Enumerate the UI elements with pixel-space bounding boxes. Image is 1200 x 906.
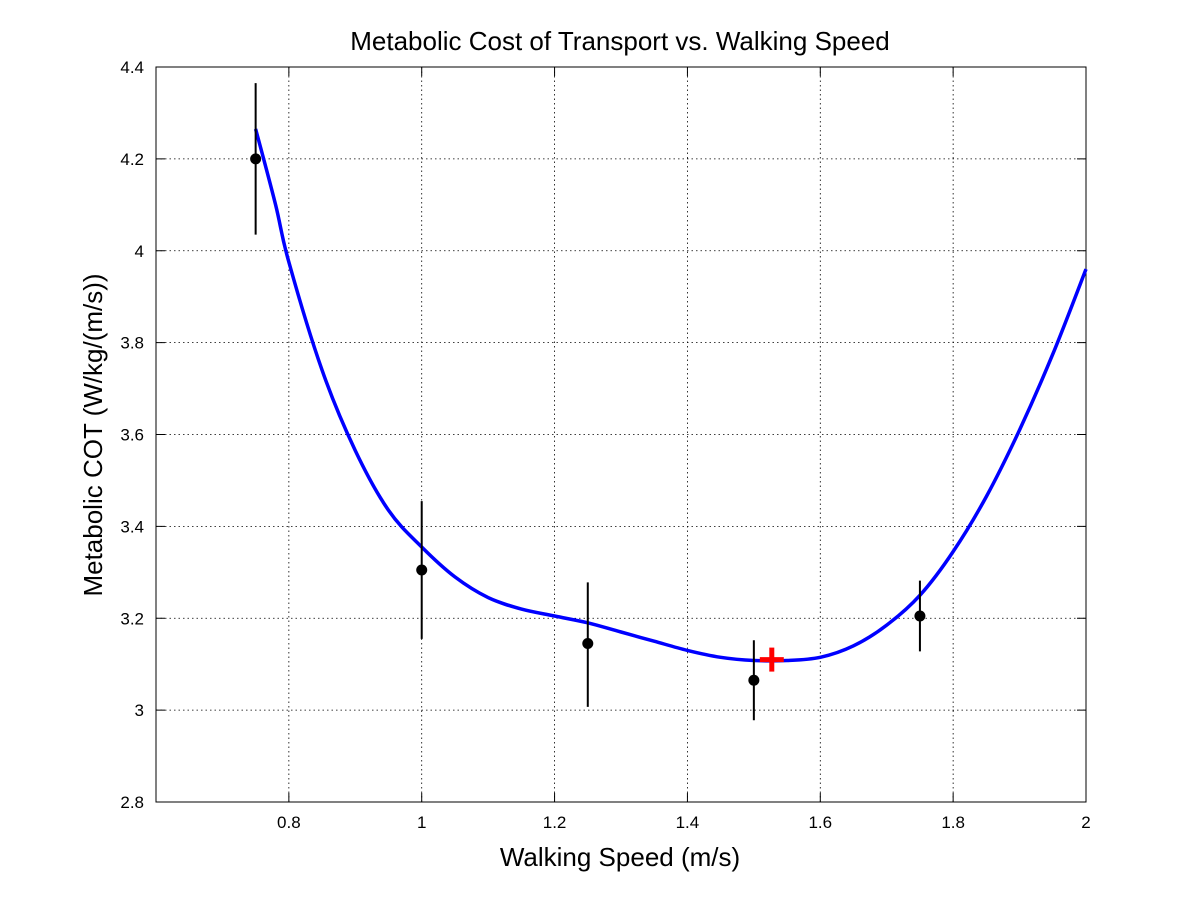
y-tick-labels: 2.8 3 3.2 3.4 3.6 3.8 4 4.2 4.4 bbox=[120, 58, 144, 812]
x-tick-label: 2 bbox=[1081, 813, 1090, 832]
series-layer bbox=[250, 83, 1088, 721]
y-axis-title: Metabolic COT (W/kg/(m/s)) bbox=[78, 273, 108, 596]
x-tick-labels: 0.8 1 1.2 1.4 1.6 1.8 2 bbox=[277, 813, 1091, 832]
x-tick-label: 1.6 bbox=[808, 813, 832, 832]
y-tick-label: 3 bbox=[135, 701, 144, 720]
x-axis-title: Walking Speed (m/s) bbox=[500, 842, 740, 872]
y-tick-label: 4 bbox=[135, 242, 144, 261]
x-tick-label: 0.8 bbox=[277, 813, 301, 832]
y-tick-label: 3.8 bbox=[120, 334, 144, 353]
y-tick-label: 4.2 bbox=[120, 150, 144, 169]
axis-ticks bbox=[156, 66, 1087, 803]
data-point bbox=[582, 638, 594, 650]
x-tick-label: 1 bbox=[417, 813, 426, 832]
y-tick-label: 3.4 bbox=[120, 517, 144, 536]
chart-title: Metabolic Cost of Transport vs. Walking … bbox=[350, 26, 890, 56]
data-point bbox=[416, 564, 428, 576]
data-point bbox=[748, 674, 760, 686]
y-tick-label: 2.8 bbox=[120, 793, 144, 812]
x-tick-label: 1.8 bbox=[941, 813, 965, 832]
x-tick-label: 1.2 bbox=[543, 813, 567, 832]
minimum-marker bbox=[759, 647, 784, 672]
fit-curve-line bbox=[253, 128, 1088, 663]
y-tick-label: 3.2 bbox=[120, 609, 144, 628]
data-point bbox=[250, 153, 262, 165]
y-tick-label: 4.4 bbox=[120, 58, 144, 77]
x-tick-label: 1.4 bbox=[676, 813, 700, 832]
y-tick-label: 3.6 bbox=[120, 426, 144, 445]
grid-lines bbox=[156, 67, 1086, 802]
data-point bbox=[914, 610, 926, 622]
